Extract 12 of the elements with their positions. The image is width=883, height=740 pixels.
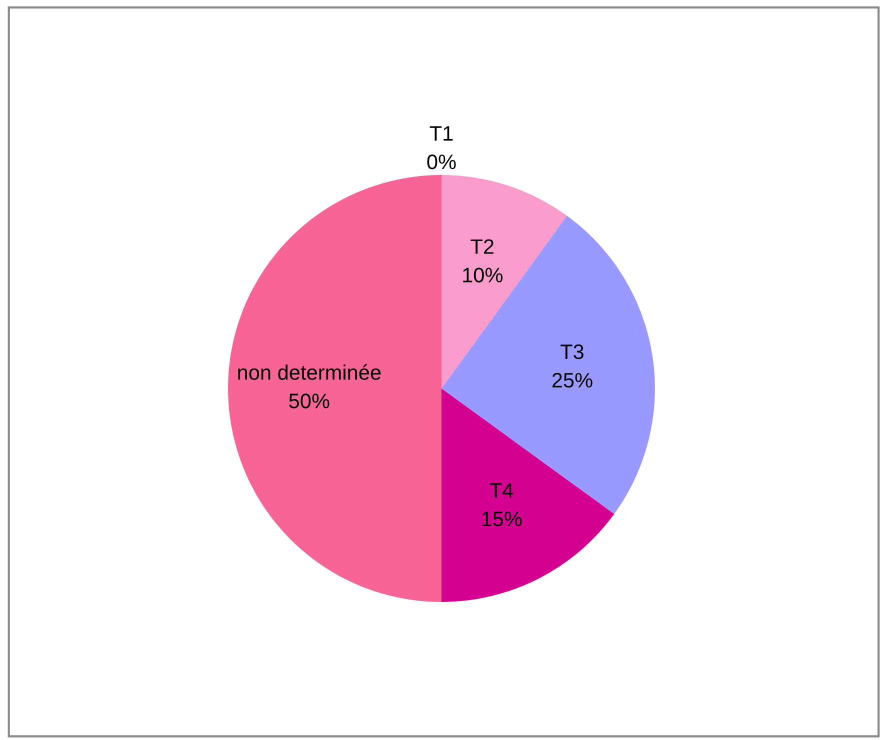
slice-label: T3: [560, 344, 584, 360]
data-label: 25%: [552, 372, 592, 388]
data-label: 15%: [482, 512, 522, 526]
slice-label: T4: [490, 483, 514, 498]
data-label: 50%: [289, 394, 330, 408]
pie-slice: [228, 175, 442, 602]
pie-slice: [442, 388, 614, 602]
text: 0%: [427, 154, 456, 170]
slice-label: non determinée: [238, 364, 381, 380]
data-label: 10%: [463, 268, 503, 282]
category-label: T1: [430, 126, 453, 141]
slice-label: T2: [470, 239, 494, 254]
